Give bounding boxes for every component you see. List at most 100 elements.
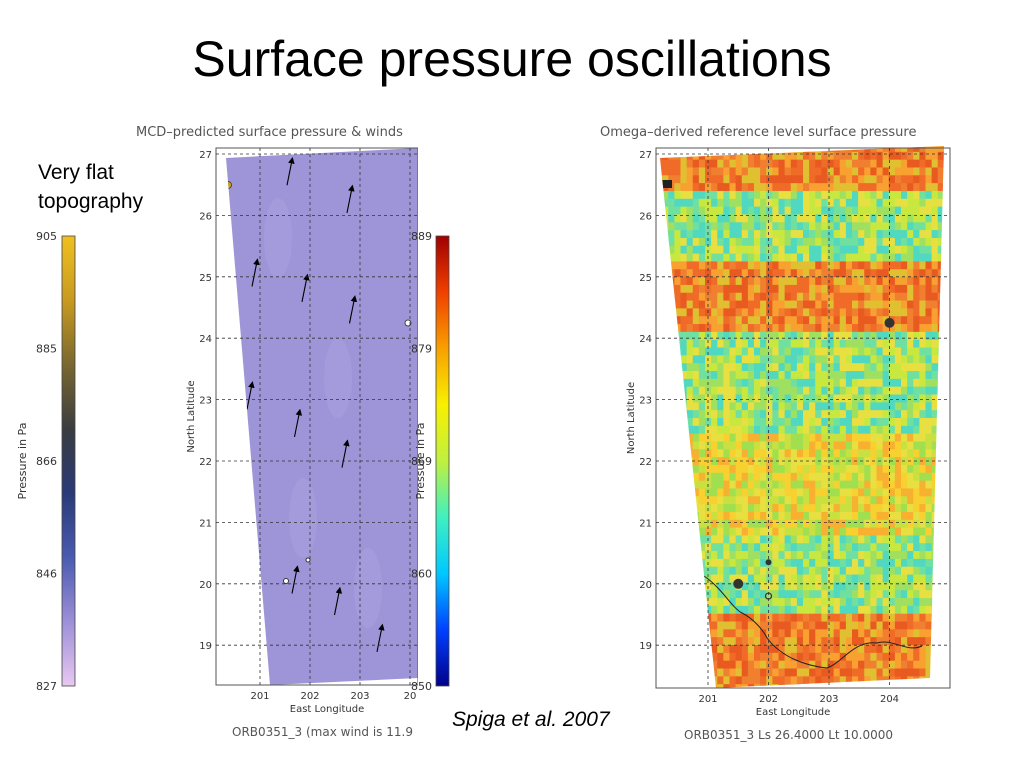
pressure-cell [717, 457, 724, 466]
pressure-cell [790, 543, 798, 552]
pressure-cell [692, 308, 700, 317]
pressure-cell [711, 347, 718, 356]
pressure-cell [907, 425, 914, 435]
pressure-cell [833, 284, 841, 294]
pressure-cell [729, 449, 737, 458]
pressure-cell [931, 206, 939, 215]
pressure-cell [680, 347, 688, 356]
pressure-cell [796, 519, 804, 528]
pressure-cell [784, 598, 792, 607]
pressure-cell [937, 300, 944, 309]
pressure-cell [821, 605, 828, 615]
pressure-cell [907, 480, 914, 489]
pressure-cell [821, 519, 828, 528]
pressure-cell [680, 324, 688, 333]
pressure-cell [901, 261, 908, 270]
pressure-cell [827, 511, 835, 521]
pressure-cell [729, 425, 737, 435]
pressure-cell [815, 206, 822, 215]
pressure-cell [735, 464, 743, 474]
pressure-cell [741, 543, 749, 552]
pressure-cell [698, 543, 706, 552]
pressure-cell [839, 441, 847, 450]
pressure-cell [692, 480, 700, 489]
pressure-cell [766, 308, 773, 317]
pressure-cell [803, 277, 810, 286]
pressure-cell [796, 386, 804, 395]
pressure-cell [852, 206, 859, 215]
pressure-cell [772, 598, 779, 607]
pressure-cell [778, 300, 786, 309]
pressure-cell [662, 222, 669, 231]
pressure-cell [705, 527, 712, 536]
pressure-cell [674, 480, 681, 489]
pressure-cell [919, 511, 926, 521]
pressure-cell [827, 394, 835, 403]
pressure-cell [729, 558, 737, 568]
pressure-cell [766, 535, 773, 544]
pressure-cell [870, 371, 877, 380]
pressure-cell [882, 331, 890, 341]
pressure-cell [907, 386, 914, 395]
pressure-cell [858, 496, 865, 505]
pressure-cell [692, 316, 700, 325]
pressure-cell [772, 324, 779, 333]
pressure-cell [662, 151, 669, 161]
pressure-cell [870, 394, 877, 403]
pressure-cell [686, 308, 694, 317]
pressure-cell [692, 159, 700, 168]
pressure-cell [919, 472, 926, 482]
pressure-cell [888, 222, 896, 231]
pressure-cell [876, 316, 884, 325]
pressure-cell [674, 371, 681, 380]
pressure-cell [888, 206, 896, 215]
pressure-cell [888, 394, 896, 403]
pressure-cell [925, 277, 933, 286]
pressure-cell [660, 347, 663, 356]
pressure-cell [766, 167, 773, 176]
colorbar-tick-label: 866 [36, 455, 57, 468]
pressure-cell [937, 441, 944, 450]
pressure-cell [827, 433, 835, 442]
pressure-cell [747, 394, 755, 403]
pressure-cell [692, 511, 700, 521]
pressure-cell [803, 527, 810, 536]
pressure-cell [772, 222, 779, 231]
pressure-cell [943, 355, 944, 364]
pressure-cell [870, 590, 877, 599]
pressure-cell [784, 284, 792, 294]
lon-tick-label: 20 [404, 691, 417, 702]
pressure-cell [686, 378, 694, 388]
pressure-cell [913, 590, 920, 599]
pressure-cell [919, 277, 926, 286]
pressure-cell [778, 652, 786, 662]
pressure-cell [815, 308, 822, 317]
pressure-cell [882, 222, 890, 231]
pressure-cell [662, 574, 669, 583]
pressure-cell [894, 621, 902, 630]
pressure-cell [668, 551, 675, 560]
pressure-cell [668, 347, 675, 356]
pressure-cell [754, 558, 761, 568]
pressure-cell [686, 237, 694, 247]
wind-arrow [293, 408, 303, 438]
pressure-cell [796, 151, 804, 161]
pressure-cell [827, 230, 835, 239]
pressure-cell [845, 519, 853, 528]
pressure-cell [943, 488, 944, 497]
pressure-cell [796, 652, 804, 662]
pressure-cell [833, 159, 841, 168]
pressure-cell [778, 355, 786, 364]
pressure-cell [839, 339, 847, 348]
pressure-cell [839, 418, 847, 427]
pressure-cell [754, 668, 761, 677]
pressure-cell [894, 214, 902, 223]
pressure-cell [711, 457, 718, 466]
pressure-cell [876, 159, 884, 168]
pressure-cell [919, 378, 926, 388]
pressure-cell [864, 441, 871, 450]
pressure-cell [919, 535, 926, 544]
pressure-cell [925, 668, 933, 677]
pressure-cell [845, 645, 853, 654]
pressure-cell [839, 519, 847, 528]
